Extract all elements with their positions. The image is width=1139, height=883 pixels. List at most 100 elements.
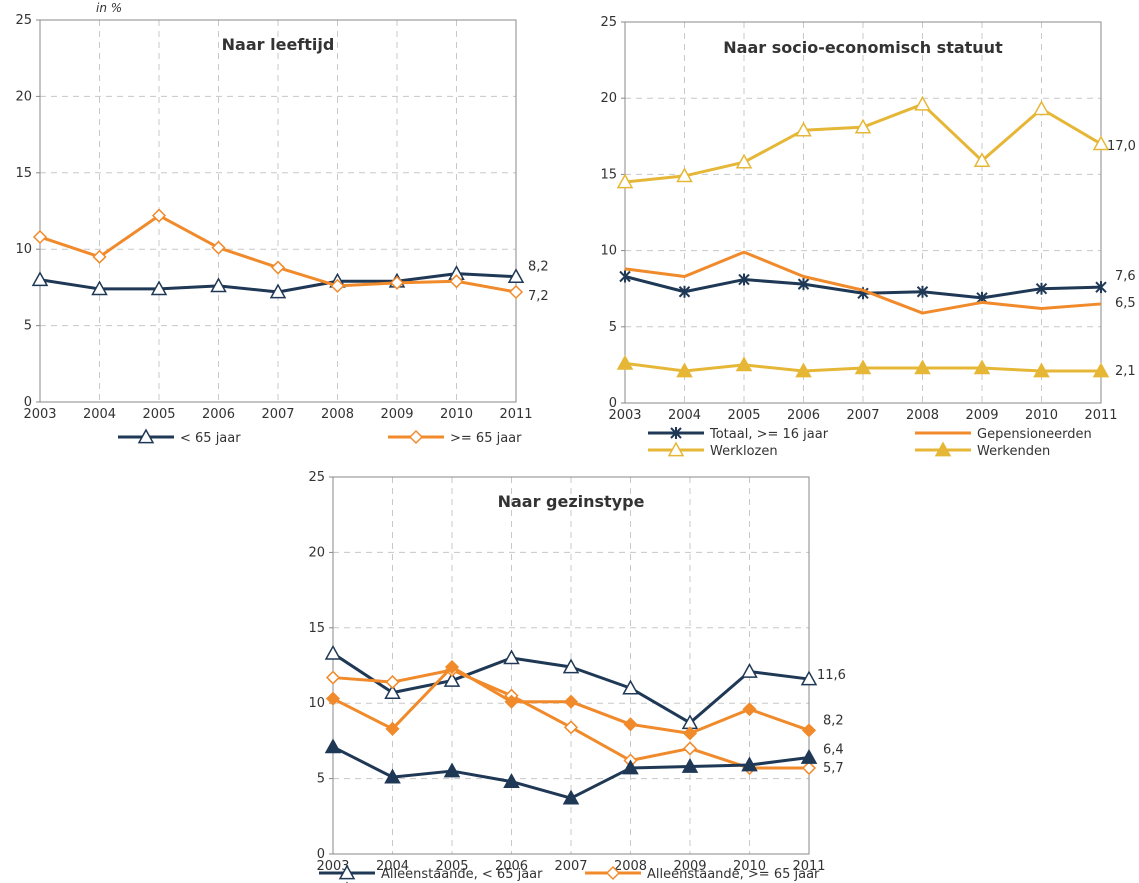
data-point <box>681 757 699 773</box>
data-point <box>563 694 579 709</box>
data-point <box>443 762 461 778</box>
x-tick-label: 2011 <box>792 859 825 874</box>
unit-label: in % <box>96 1 122 15</box>
legend-entry: Alleenstaande, >= 65 jaar <box>585 865 820 882</box>
data-point <box>622 679 639 695</box>
data-point <box>854 118 872 134</box>
series-2: 5,7 <box>325 662 844 776</box>
chart-title: Naar gezinstype <box>498 492 645 511</box>
legend-label: Werklozen <box>710 444 778 459</box>
x-tick-label: 2005 <box>727 408 760 423</box>
data-point <box>800 748 818 764</box>
legend-entry: >= 65 jaar <box>388 429 522 446</box>
legend-label: Alleenstaande, < 65 jaar <box>381 867 543 882</box>
x-tick-label: 2004 <box>83 407 116 422</box>
y-tick-label: 20 <box>308 545 325 560</box>
x-tick-label: 2007 <box>846 408 879 423</box>
legend-label: Totaal, >= 16 jaar <box>709 427 829 442</box>
data-point <box>443 672 461 687</box>
y-tick-label: 10 <box>15 242 32 257</box>
legend-marker <box>338 864 356 880</box>
data-point <box>325 670 341 685</box>
x-tick-label: 2005 <box>435 859 468 874</box>
data-point <box>1033 100 1050 116</box>
x-tick-label: 2006 <box>787 408 820 423</box>
legend-entry: Totaal, >= 16 jaar <box>648 427 829 442</box>
data-point <box>562 789 580 805</box>
data-point <box>91 280 108 296</box>
end-value-label: 8,2 <box>528 260 549 275</box>
x-tick-label: 2006 <box>202 407 235 422</box>
chart-2: 0 5 10 15 20 25 2003 2004 2005 2006 2007 2008 2009 20… <box>600 15 1136 459</box>
series-1: 11,6 <box>324 644 846 730</box>
data-point <box>444 659 460 675</box>
y-tick-label: 0 <box>317 847 325 862</box>
data-point <box>1092 135 1110 151</box>
data-point <box>269 283 287 299</box>
data-point <box>507 268 525 284</box>
chart-3: 0 5 10 15 20 25 2003 2004 2005 2006 2007 2008 2009 20… <box>308 470 846 883</box>
end-value-label: 5,7 <box>823 761 844 776</box>
data-point <box>32 229 48 245</box>
legend-label: Alleenstaande, >= 65 jaar <box>647 867 820 882</box>
y-tick-label: 15 <box>15 166 32 181</box>
data-point <box>678 285 691 298</box>
data-point <box>682 741 698 756</box>
legend-marker <box>605 865 621 881</box>
x-tick-label: 2009 <box>380 407 413 422</box>
data-point <box>795 121 812 137</box>
y-tick-label: 15 <box>308 621 325 636</box>
x-tick-label: 2011 <box>499 407 532 422</box>
data-point <box>385 721 400 736</box>
y-tick-label: 20 <box>15 89 32 104</box>
y-tick-label: 10 <box>600 244 617 259</box>
data-point <box>616 173 634 189</box>
y-tick-label: 25 <box>600 15 617 30</box>
y-tick-label: 25 <box>308 470 325 485</box>
legend-marker <box>667 441 685 457</box>
y-tick-label: 0 <box>24 395 32 410</box>
series-2: 7,2 <box>32 208 549 304</box>
data-point <box>503 773 520 788</box>
plot-frame <box>624 21 1102 404</box>
series-2: 6,5 <box>624 250 1136 315</box>
legend-entry: Werkenden <box>915 441 1050 459</box>
data-point <box>1033 362 1050 378</box>
data-point <box>563 720 579 735</box>
data-point <box>504 694 519 709</box>
x-tick-label: 2003 <box>608 408 641 423</box>
data-point <box>384 768 401 784</box>
series-line <box>624 250 1102 315</box>
legend-marker <box>137 428 155 444</box>
legend-label: >= 65 jaar <box>450 431 522 446</box>
data-point <box>973 359 991 375</box>
x-tick-label: 2010 <box>1025 408 1058 423</box>
chart-title: Naar leeftijd <box>222 35 335 54</box>
y-tick-label: 10 <box>308 696 325 711</box>
end-value-label: 6,4 <box>823 742 844 757</box>
data-point <box>914 359 931 375</box>
chart-1: 0 5 10 15 20 25 2003 2004 2005 2006 2007 2008 2009 20… <box>15 13 548 446</box>
data-point <box>801 760 817 776</box>
data-point <box>623 717 638 732</box>
x-tick-label: 2005 <box>142 407 175 422</box>
legend-marker <box>408 429 424 445</box>
end-value-label: 17,0 <box>1107 139 1136 154</box>
data-point <box>676 167 693 183</box>
data-point <box>800 670 818 686</box>
end-value-label: 8,2 <box>823 713 844 728</box>
y-tick-label: 0 <box>609 396 617 411</box>
legend-label: < 65 jaar <box>180 431 241 446</box>
x-tick-label: 2003 <box>23 407 56 422</box>
legend-marker <box>670 427 682 439</box>
data-point <box>31 271 49 287</box>
data-point <box>854 359 872 375</box>
x-tick-label: 2003 <box>316 859 349 874</box>
x-tick-label: 2010 <box>440 407 473 422</box>
plot-frame <box>332 476 810 855</box>
end-value-label: 7,6 <box>1115 269 1136 284</box>
legend-entry: Alleenstaande, < 65 jaar <box>319 864 543 882</box>
data-point <box>735 153 753 169</box>
